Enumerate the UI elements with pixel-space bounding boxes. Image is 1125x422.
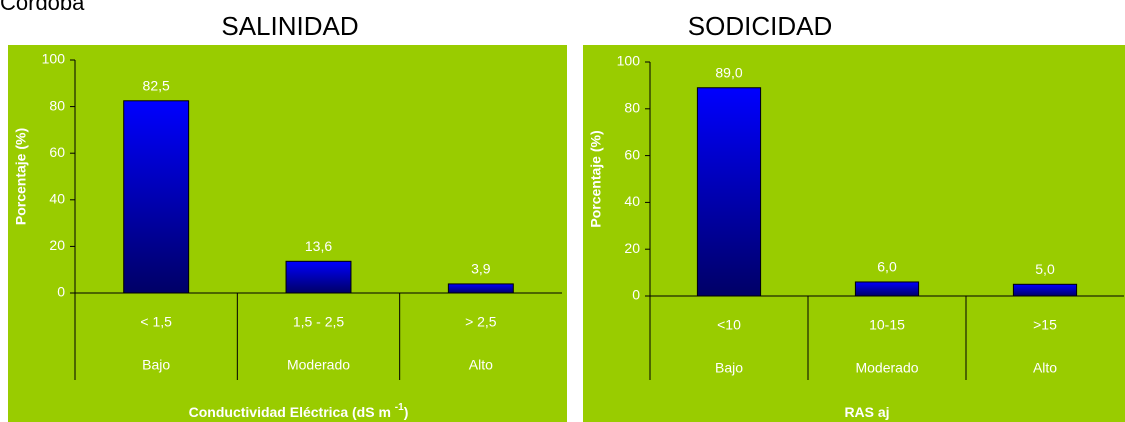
category-level: Bajo — [715, 360, 743, 376]
y-axis-label: Porcentaje (%) — [588, 130, 604, 227]
x-tick-label: >15 — [1033, 317, 1057, 333]
value-label: 13,6 — [305, 238, 332, 254]
x-tick-label: 1,5 - 2,5 — [293, 314, 345, 330]
y-tick-label: 60 — [49, 144, 65, 160]
value-label: 89,0 — [715, 64, 742, 80]
y-axis-label: Porcentaje (%) — [13, 128, 29, 225]
page-title: Córdoba — [0, 0, 85, 15]
category-level: Moderado — [287, 357, 350, 373]
panel-background — [583, 45, 1125, 422]
bar — [447, 283, 514, 294]
category-level: Moderado — [855, 360, 918, 376]
y-tick-label: 100 — [42, 51, 66, 67]
bar — [854, 281, 920, 297]
y-tick-label: 80 — [624, 100, 640, 116]
y-tick-label: 20 — [49, 237, 65, 253]
value-label: 5,0 — [1035, 261, 1055, 277]
bar — [123, 100, 190, 294]
x-tick-label: < 1,5 — [140, 314, 172, 330]
bar — [696, 87, 762, 297]
x-tick-label: > 2,5 — [465, 314, 497, 330]
x-axis-label: Conductividad Eléctrica (dS m -1) — [189, 402, 409, 420]
category-level: Bajo — [142, 357, 170, 373]
panel-background — [8, 45, 567, 422]
y-tick-label: 80 — [49, 97, 65, 113]
chart-title: SALINIDAD — [221, 11, 358, 41]
x-tick-label: <10 — [717, 317, 741, 333]
y-tick-label: 0 — [57, 284, 65, 300]
value-label: 6,0 — [877, 259, 897, 275]
x-tick-label: 10-15 — [869, 317, 905, 333]
y-tick-label: 100 — [617, 53, 641, 69]
category-level: Alto — [1033, 360, 1057, 376]
y-tick-label: 60 — [624, 146, 640, 162]
x-axis-label-superscript: -1 — [395, 402, 404, 413]
y-tick-label: 20 — [624, 240, 640, 256]
y-tick-label: 40 — [624, 193, 640, 209]
x-axis-label-suffix: ) — [404, 404, 409, 420]
bar — [285, 260, 352, 294]
chart-title: SODICIDAD — [688, 11, 832, 41]
y-tick-label: 0 — [632, 287, 640, 303]
value-label: 82,5 — [143, 77, 170, 93]
bar — [1012, 283, 1078, 297]
value-label: 3,9 — [471, 261, 491, 277]
x-axis-label-text: RAS aj — [844, 404, 889, 420]
category-level: Alto — [469, 357, 493, 373]
y-tick-label: 40 — [49, 191, 65, 207]
x-axis-label: RAS aj — [844, 404, 889, 420]
x-axis-label-text: Conductividad Eléctrica (dS m — [189, 404, 395, 420]
